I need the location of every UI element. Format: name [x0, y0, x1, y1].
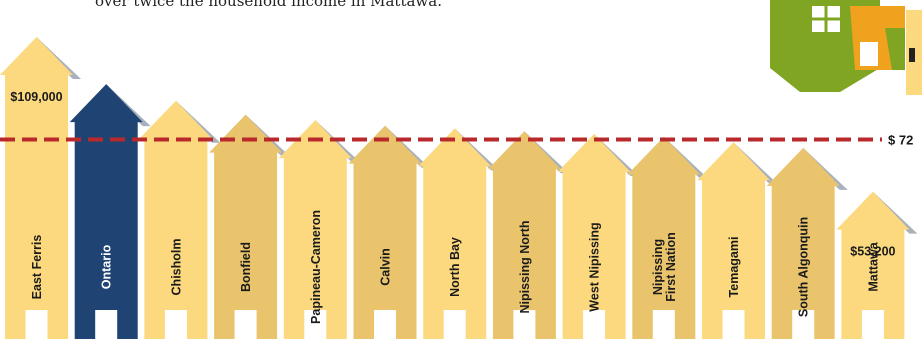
- house-door: [234, 310, 257, 339]
- house-door: [792, 310, 815, 339]
- house-bar: [487, 131, 561, 339]
- house-bar: [836, 191, 910, 339]
- house-bar-chisholm: Chisholm: [139, 100, 221, 339]
- house-bar-nipissing-north: Nipissing North: [487, 131, 569, 339]
- category-label-line: North Bay: [448, 237, 462, 297]
- category-label-line: First Nation: [664, 232, 678, 301]
- category-label-line: Chisholm: [169, 239, 183, 296]
- category-label-chisholm: Chisholm: [169, 239, 183, 296]
- house-bar-west-nipissing: West Nipissing: [557, 133, 639, 339]
- house-door: [304, 310, 327, 339]
- category-label-line: Papineau-Cameron: [309, 210, 323, 324]
- category-label-west-nipissing: West Nipissing: [588, 222, 602, 311]
- house-bar-calvin: Calvin: [348, 125, 430, 339]
- house-bar: [69, 84, 143, 339]
- house-bar: [418, 128, 492, 339]
- house-bar: [139, 100, 213, 339]
- category-label-calvin: Calvin: [379, 248, 393, 286]
- category-label-north-bay: North Bay: [448, 237, 462, 297]
- reference-line-label: $ 72: [888, 133, 913, 148]
- house-bar-north-bay: North Bay: [418, 128, 500, 339]
- house-door: [513, 310, 536, 339]
- house-bar: [348, 125, 422, 339]
- category-label-line: South Algonquin: [797, 217, 811, 317]
- house-bar-bonfield: Bonfield: [209, 114, 291, 339]
- category-label-line: Nipissing: [651, 239, 665, 295]
- house-bar: [0, 37, 73, 339]
- house-bar-east-ferris: East Ferris $109,000: [0, 37, 81, 339]
- chart-caption: over twice the household income in Matta…: [95, 0, 442, 10]
- category-label-nipissing-first-nation: NipissingFirst Nation: [651, 232, 678, 301]
- category-label-south-algonquin: South Algonquin: [797, 217, 811, 317]
- category-label-line: Bonfield: [239, 242, 253, 292]
- house-door: [374, 310, 396, 339]
- category-label-line: West Nipissing: [588, 222, 602, 311]
- house-door: [443, 310, 466, 339]
- category-label-line: East Ferris: [30, 235, 44, 300]
- house-door: [95, 310, 118, 339]
- category-label-line: Mattawa: [866, 241, 880, 291]
- house-door: [652, 310, 675, 339]
- category-label-temagami: Temagami: [727, 237, 741, 298]
- category-label-papineau-cameron: Papineau-Cameron: [309, 210, 323, 324]
- category-label-line: Calvin: [379, 248, 393, 286]
- logo: [770, 0, 922, 95]
- category-label-ontario: Ontario: [100, 244, 114, 289]
- house-bar: [766, 147, 840, 339]
- house-bar: [278, 120, 352, 339]
- category-label-line: Ontario: [100, 244, 114, 289]
- house-door: [164, 310, 187, 339]
- house-bar-nipissing-first-nation: NipissingFirst Nation: [627, 136, 709, 339]
- house-bar-south-algonquin: South Algonquin: [766, 147, 848, 339]
- house-door: [861, 310, 884, 339]
- value-label-mattawa: $53,200: [850, 245, 895, 259]
- category-label-bonfield: Bonfield: [239, 242, 253, 292]
- category-label-mattawa: Mattawa: [866, 241, 880, 291]
- house-door: [25, 310, 48, 339]
- house-bar-temagami: Temagami: [697, 142, 778, 339]
- house-bar-ontario: Ontario: [69, 84, 151, 339]
- category-label-nipissing-north: Nipissing North: [518, 220, 532, 313]
- house-door: [583, 310, 606, 339]
- house-bar: [557, 133, 631, 339]
- value-label-east-ferris: $109,000: [10, 90, 62, 104]
- house-door: [722, 310, 745, 339]
- house-bar-papineau-cameron: Papineau-Cameron: [278, 120, 360, 339]
- house-bar: [209, 114, 283, 339]
- house-bar: [697, 142, 770, 339]
- category-label-east-ferris: East Ferris: [30, 235, 44, 300]
- category-label-line: Nipissing North: [518, 220, 532, 313]
- category-label-line: Temagami: [727, 237, 741, 298]
- house-bar-mattawa: Mattawa$53,200: [836, 191, 918, 339]
- house-bar: [627, 136, 701, 339]
